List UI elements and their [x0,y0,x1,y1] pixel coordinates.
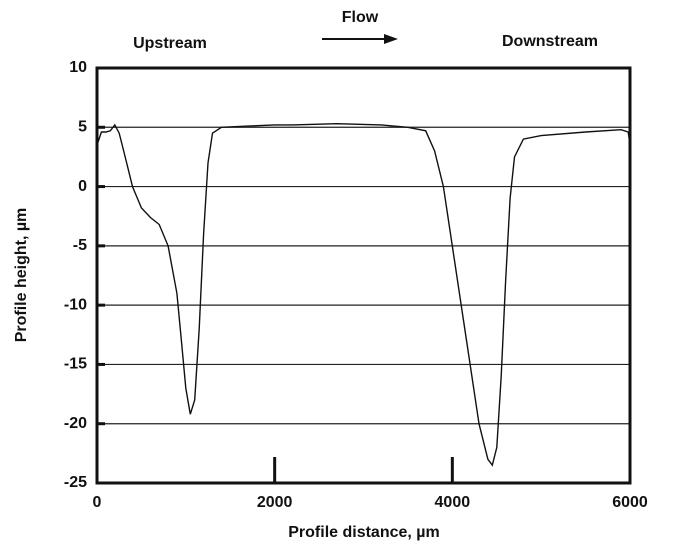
x-tick-label: 6000 [612,494,648,511]
x-tick-label: 0 [93,494,102,511]
plot-frame [95,66,632,485]
y-tick-label: 0 [78,178,87,195]
y-tick-label: -5 [73,237,87,254]
y-tick-label: -10 [64,296,87,313]
y-tick-label: -15 [64,356,87,373]
x-tick-label: 4000 [435,494,471,511]
y-tick-label: -20 [64,415,87,432]
annotation: Flow [342,9,379,26]
y-tick-label: 5 [78,119,87,136]
annotation: Downstream [502,33,598,50]
annotation: Upstream [133,35,207,52]
y-tick-label: -25 [64,474,87,491]
x-axis-label: Profile distance, µm [288,524,439,541]
y-axis-label: Profile height, µm [13,208,30,343]
flow-arrowhead [384,34,398,44]
x-tick-label: 2000 [257,494,293,511]
profile-line [96,122,631,467]
y-tick-label: 10 [69,59,87,76]
